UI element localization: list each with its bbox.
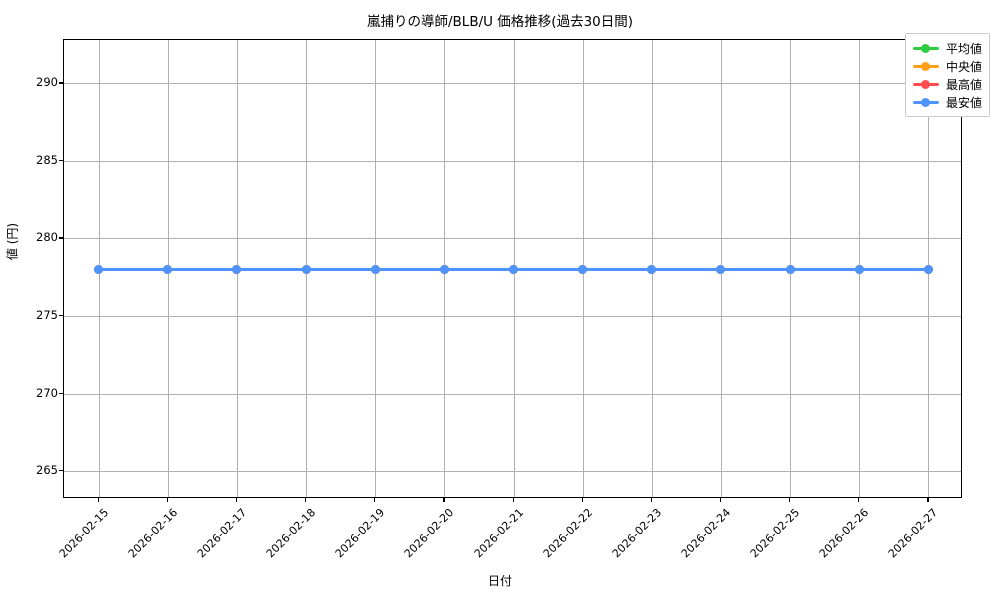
data-point-marker[interactable] [232, 265, 242, 274]
legend-item[interactable]: 最安値 [912, 93, 982, 111]
y-tick-mark [59, 237, 63, 239]
series-line-segment [513, 268, 583, 271]
page-title: 嵐捕りの導師/BLB/U 価格推移(過去30日間) [366, 14, 634, 30]
x-tick-label: 2026-02-23 [609, 506, 664, 561]
x-tick-mark [719, 498, 722, 502]
x-tick-label: 2026-02-16 [125, 506, 180, 561]
x-tick-label: 2026-02-18 [263, 506, 319, 561]
data-point-marker[interactable] [94, 265, 104, 274]
x-tick-mark [166, 498, 168, 502]
gridline-horizontal [64, 83, 961, 85]
x-tick-label: 2026-02-19 [332, 506, 388, 561]
y-tick-label: 265 [36, 463, 58, 478]
gridline-horizontal [64, 471, 961, 473]
x-tick-mark [235, 498, 238, 502]
data-point-marker[interactable] [854, 265, 864, 274]
y-tick-label: 280 [36, 230, 58, 245]
series-line-segment [651, 268, 721, 271]
data-point-marker[interactable] [163, 265, 173, 274]
y-tick-mark [59, 392, 63, 394]
x-tick-label: 2026-02-27 [886, 506, 941, 561]
x-tick-label: 2026-02-24 [678, 506, 734, 561]
x-tick-mark [789, 498, 791, 502]
y-tick-label: 270 [36, 385, 58, 400]
x-tick-mark [443, 498, 445, 502]
legend-marker-icon [912, 78, 939, 90]
x-tick-mark [374, 498, 376, 502]
legend-item-label: 最安値 [945, 95, 982, 110]
x-tick-label: 2026-02-20 [402, 506, 457, 561]
x-tick-mark [512, 498, 514, 502]
data-point-marker[interactable] [301, 265, 311, 274]
legend[interactable]: 平均値中央値最高値最安値 [904, 33, 990, 117]
series-line-segment [98, 268, 168, 271]
x-tick-label: 2026-02-21 [471, 506, 526, 561]
x-axis-label: 日付 [487, 574, 512, 588]
x-tick-label: 2026-02-15 [56, 506, 111, 561]
legend-marker-icon [912, 60, 939, 72]
gridline-horizontal [64, 316, 961, 318]
x-tick-label: 2026-02-17 [194, 506, 250, 561]
series-line-segment [167, 268, 237, 271]
x-tick-mark [650, 498, 652, 502]
data-point-marker[interactable] [923, 265, 933, 274]
legend-item-label: 最高値 [945, 77, 982, 92]
series-line-segment [236, 268, 307, 271]
x-tick-mark [581, 498, 583, 502]
y-tick-label: 275 [36, 308, 58, 323]
gridline-horizontal [64, 160, 961, 162]
y-tick-label: 290 [36, 75, 58, 90]
x-tick-mark [305, 498, 307, 502]
y-tick-mark [59, 82, 63, 84]
x-tick-mark [97, 498, 99, 502]
gridline-horizontal [64, 393, 961, 395]
data-point-marker[interactable] [578, 265, 588, 274]
legend-marker-icon [912, 42, 939, 54]
x-tick-mark [858, 498, 860, 502]
y-tick-mark [59, 315, 63, 317]
gridline-horizontal [64, 238, 961, 240]
series-line-segment [444, 268, 514, 271]
data-point-marker[interactable] [647, 265, 657, 274]
x-tick-mark [927, 498, 929, 502]
data-point-marker[interactable] [716, 265, 726, 274]
series-line-segment [375, 268, 445, 271]
y-tick-mark [59, 159, 63, 162]
legend-marker-icon [912, 96, 939, 108]
series-line-segment [720, 268, 791, 271]
plot-area [63, 39, 962, 498]
legend-item[interactable]: 平均値 [912, 39, 982, 57]
series-line-segment [306, 268, 376, 271]
data-point-marker[interactable] [509, 265, 518, 274]
y-tick-label: 285 [36, 152, 58, 167]
x-tick-label: 2026-02-25 [747, 506, 803, 561]
series-line-segment [859, 268, 929, 271]
x-tick-label: 2026-02-26 [817, 506, 872, 561]
legend-item[interactable]: 最高値 [912, 75, 982, 93]
x-tick-label: 2026-02-22 [540, 506, 595, 561]
series-line-segment [790, 268, 860, 271]
legend-item-label: 平均値 [945, 41, 982, 56]
legend-item-label: 中央値 [945, 59, 982, 74]
legend-item[interactable]: 中央値 [912, 57, 982, 75]
data-point-marker[interactable] [439, 265, 449, 274]
series-line-segment [582, 268, 652, 271]
y-tick-mark [59, 470, 63, 472]
y-axis-label: 値 (円) [5, 222, 20, 261]
data-point-marker[interactable] [785, 265, 795, 274]
data-point-marker[interactable] [370, 265, 380, 274]
